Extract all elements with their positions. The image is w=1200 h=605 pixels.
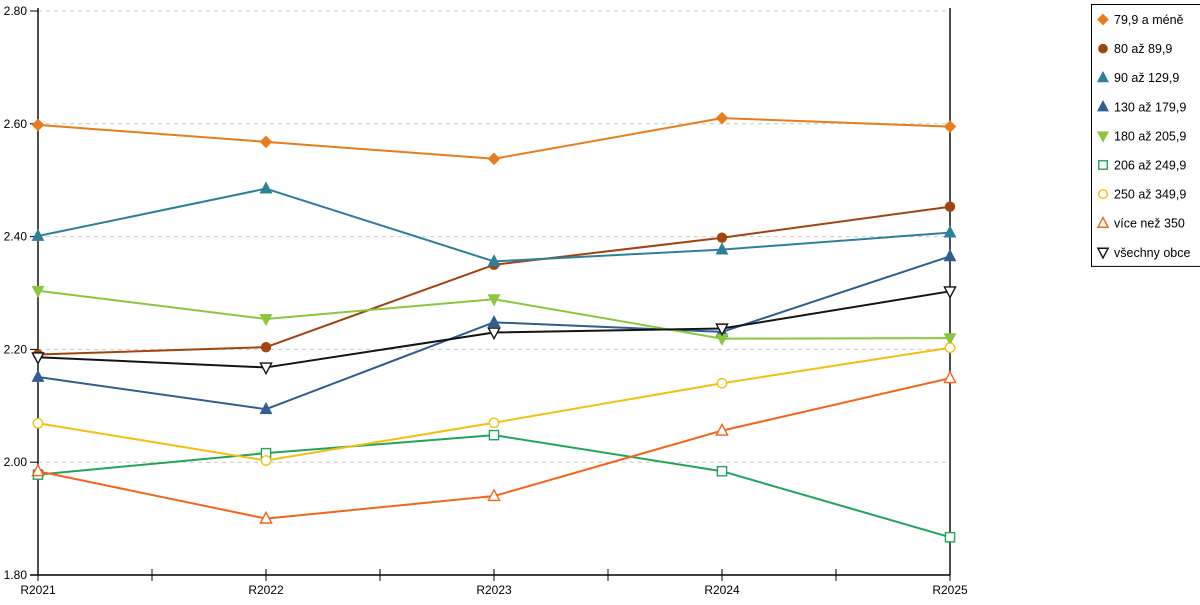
circle-marker <box>1099 190 1108 199</box>
circle-marker <box>261 456 270 465</box>
legend-item-label: 180 až 205,9 <box>1114 129 1186 143</box>
triangle-up-marker <box>260 182 271 193</box>
square-marker <box>1099 161 1107 169</box>
x-tick-label: R2025 <box>932 583 968 597</box>
circle-marker <box>33 419 42 428</box>
circle-marker <box>261 342 270 351</box>
triangle-up-marker <box>32 371 43 382</box>
legend-item-label: všechny obce <box>1114 246 1190 260</box>
triangle-down-marker <box>260 363 271 374</box>
series-8 <box>32 372 955 523</box>
series-line <box>38 348 950 461</box>
legend-item-label: 206 až 249,9 <box>1114 159 1186 173</box>
triangle-up-marker <box>944 226 955 237</box>
x-tick-label: R2023 <box>476 583 512 597</box>
square-marker <box>489 431 498 440</box>
triangle-up-marker <box>944 250 955 261</box>
legend-item-label: 250 až 349,9 <box>1114 188 1186 202</box>
legend: 79,9 a méně 80 až 89,9 90 až 129,9 130 až 1… <box>1092 5 1200 267</box>
x-tick-label: R2024 <box>704 583 740 597</box>
triangle-down-marker <box>260 315 271 326</box>
diamond-marker <box>716 113 727 124</box>
y-tick-label: 2.00 <box>4 455 28 469</box>
legend-item-label: 79,9 a méně <box>1114 13 1184 27</box>
x-tick-label: R2021 <box>20 583 56 597</box>
circle-marker <box>717 379 726 388</box>
series-6 <box>33 431 954 542</box>
legend-item-label: 130 až 179,9 <box>1114 100 1186 114</box>
series-line <box>38 435 950 537</box>
y-tick-label: 2.60 <box>4 117 28 131</box>
x-tick-label: R2022 <box>248 583 284 597</box>
diamond-marker <box>32 119 43 130</box>
square-marker <box>945 533 954 542</box>
series-1 <box>32 113 955 165</box>
y-tick-label: 1.80 <box>4 568 28 582</box>
y-tick-label: 2.40 <box>4 230 28 244</box>
legend-item-label: více než 350 <box>1114 217 1185 231</box>
series-7 <box>33 343 954 465</box>
legend-item-label: 80 až 89,9 <box>1114 42 1172 56</box>
diamond-marker <box>488 153 499 164</box>
circle-marker <box>717 233 726 242</box>
circle-marker <box>945 202 954 211</box>
circle-marker <box>489 418 498 427</box>
triangle-up-marker <box>944 372 955 383</box>
y-tick-label: 2.20 <box>4 342 28 356</box>
circle-marker <box>945 343 954 352</box>
triangle-up-marker <box>488 316 499 327</box>
diamond-marker <box>944 121 955 132</box>
circle-marker <box>1099 44 1108 53</box>
diamond-marker <box>260 136 271 147</box>
y-tick-label: 2.80 <box>4 4 28 18</box>
legend-item-label: 90 až 129,9 <box>1114 71 1179 85</box>
square-marker <box>717 467 726 476</box>
